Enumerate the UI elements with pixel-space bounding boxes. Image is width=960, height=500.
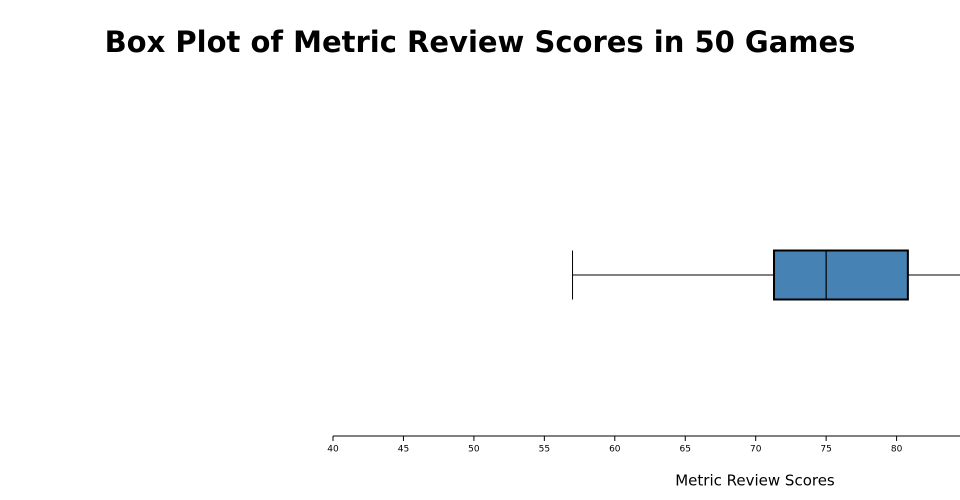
- x-axis-label: Metric Review Scores: [675, 472, 835, 490]
- chart-title: Box Plot of Metric Review Scores in 50 G…: [105, 25, 856, 59]
- x-tick-label: 80: [891, 445, 903, 455]
- x-tick-label: 50: [468, 445, 480, 455]
- x-tick-label: 55: [539, 445, 550, 455]
- x-tick-label: 45: [398, 445, 409, 455]
- x-tick-label: 60: [609, 445, 621, 455]
- box: [773, 249, 909, 301]
- x-tick-label: 70: [750, 445, 762, 455]
- x-tick-label: 75: [820, 445, 831, 455]
- x-tick-label: 40: [327, 445, 339, 455]
- x-tick-label: 65: [680, 445, 691, 455]
